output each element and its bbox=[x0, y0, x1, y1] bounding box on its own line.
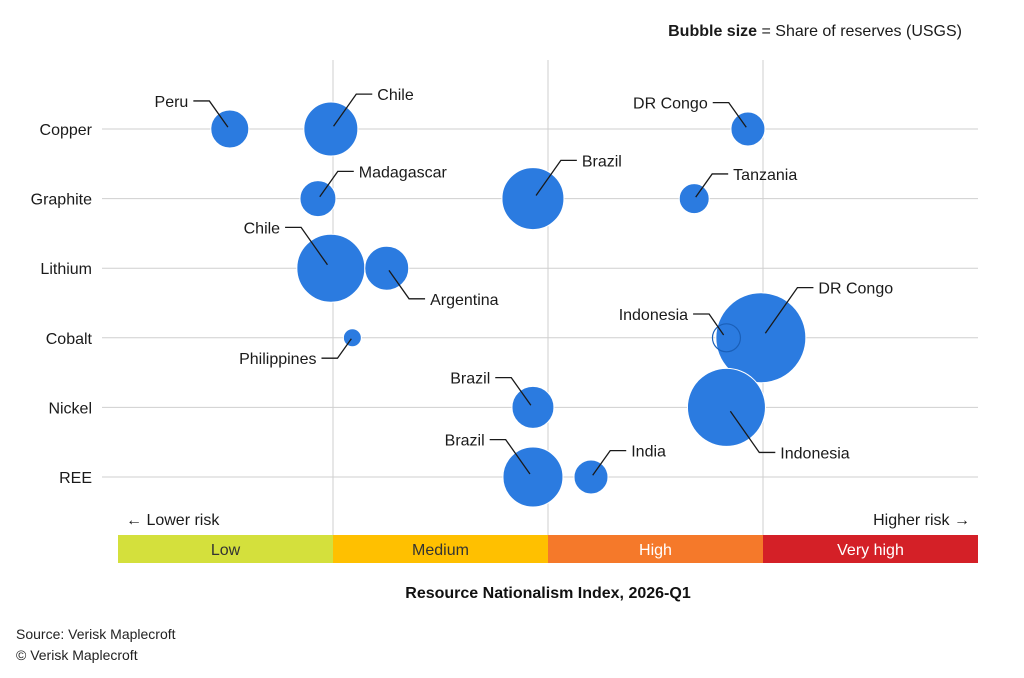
label-ree-india: India bbox=[631, 444, 666, 461]
leader-cobalt-philippines bbox=[321, 338, 352, 359]
bubble-cobalt-philippines bbox=[342, 328, 362, 348]
risk-band-low bbox=[118, 535, 333, 563]
label-graphite-madagascar: Madagascar bbox=[359, 164, 448, 181]
bubble-copper-peru bbox=[210, 109, 250, 149]
risk-band-label-very-high: Very high bbox=[837, 542, 904, 559]
bubble-size-note: Bubble size = Share of reserves (USGS) bbox=[668, 23, 962, 41]
bubble-ree-brazil bbox=[502, 446, 564, 508]
label-copper-chile: Chile bbox=[377, 87, 414, 104]
risk-band-high bbox=[548, 535, 763, 563]
risk-band-label-low: Low bbox=[211, 542, 241, 559]
bubble-copper-chile bbox=[303, 101, 359, 157]
leader-copper-peru bbox=[193, 100, 229, 128]
bubble-nickel-indonesia bbox=[686, 367, 766, 447]
leader-cobalt-dr-congo bbox=[764, 286, 814, 334]
label-copper-dr-congo: DR Congo bbox=[633, 96, 708, 113]
category-label-cobalt: Cobalt bbox=[46, 331, 93, 348]
leader-copper-dr-congo bbox=[712, 102, 747, 128]
label-copper-peru: Peru bbox=[155, 94, 189, 111]
label-ree-brazil: Brazil bbox=[445, 433, 485, 450]
bubble-graphite-madagascar bbox=[299, 180, 337, 218]
x-axis-title: Resource Nationalism Index, 2026-Q1 bbox=[405, 585, 691, 602]
bubble-graphite-tanzania bbox=[678, 183, 710, 215]
higher-risk-label: Higher risk → bbox=[873, 512, 970, 529]
leader-lithium-argentina bbox=[388, 270, 426, 300]
label-cobalt-philippines: Philippines bbox=[239, 351, 316, 368]
bubble-size-bold: Bubble size bbox=[668, 23, 758, 40]
leader-copper-chile bbox=[333, 93, 373, 127]
source-note: Source: Verisk Maplecroft bbox=[16, 626, 176, 642]
label-lithium-chile: Chile bbox=[244, 220, 281, 237]
lower-risk-label: ← Lower risk bbox=[126, 512, 220, 529]
leader-graphite-madagascar bbox=[319, 170, 354, 198]
category-label-ree: REE bbox=[59, 470, 92, 487]
bubble-cobalt-dr-congo bbox=[715, 292, 807, 384]
label-nickel-brazil: Brazil bbox=[450, 371, 490, 388]
category-label-nickel: Nickel bbox=[48, 400, 92, 417]
bubble-copper-dr-congo bbox=[730, 111, 766, 147]
label-graphite-brazil: Brazil bbox=[582, 153, 622, 170]
risk-band-label-medium: Medium bbox=[412, 542, 469, 559]
category-label-graphite: Graphite bbox=[31, 192, 92, 209]
leader-cobalt-indonesia bbox=[693, 313, 725, 336]
bubble-lithium-chile bbox=[296, 233, 366, 303]
label-nickel-indonesia: Indonesia bbox=[780, 445, 849, 462]
label-cobalt-indonesia: Indonesia bbox=[619, 307, 688, 324]
risk-band-very-high bbox=[763, 535, 978, 563]
leader-graphite-tanzania bbox=[695, 173, 729, 198]
category-label-copper: Copper bbox=[40, 122, 93, 139]
leader-lithium-chile bbox=[285, 226, 328, 266]
bubble-nickel-brazil bbox=[511, 385, 555, 429]
risk-band-label-high: High bbox=[639, 542, 672, 559]
bubble-cobalt-indonesia bbox=[711, 323, 742, 353]
leader-ree-india bbox=[592, 449, 627, 476]
leader-graphite-brazil bbox=[535, 159, 577, 196]
bubble-graphite-brazil bbox=[501, 167, 565, 231]
bubble-ree-india bbox=[573, 459, 609, 495]
category-label-lithium: Lithium bbox=[40, 261, 92, 278]
label-lithium-argentina: Argentina bbox=[430, 292, 499, 309]
risk-band-medium bbox=[333, 535, 548, 563]
bubble-size-rest: = Share of reserves (USGS) bbox=[757, 23, 962, 40]
leader-nickel-brazil bbox=[495, 376, 532, 406]
bubble-lithium-argentina bbox=[364, 245, 410, 291]
label-cobalt-dr-congo: DR Congo bbox=[818, 281, 893, 298]
leader-ree-brazil bbox=[489, 438, 531, 475]
label-graphite-tanzania: Tanzania bbox=[733, 167, 797, 184]
copyright-note: © Verisk Maplecroft bbox=[16, 647, 138, 663]
leader-nickel-indonesia bbox=[729, 410, 776, 454]
